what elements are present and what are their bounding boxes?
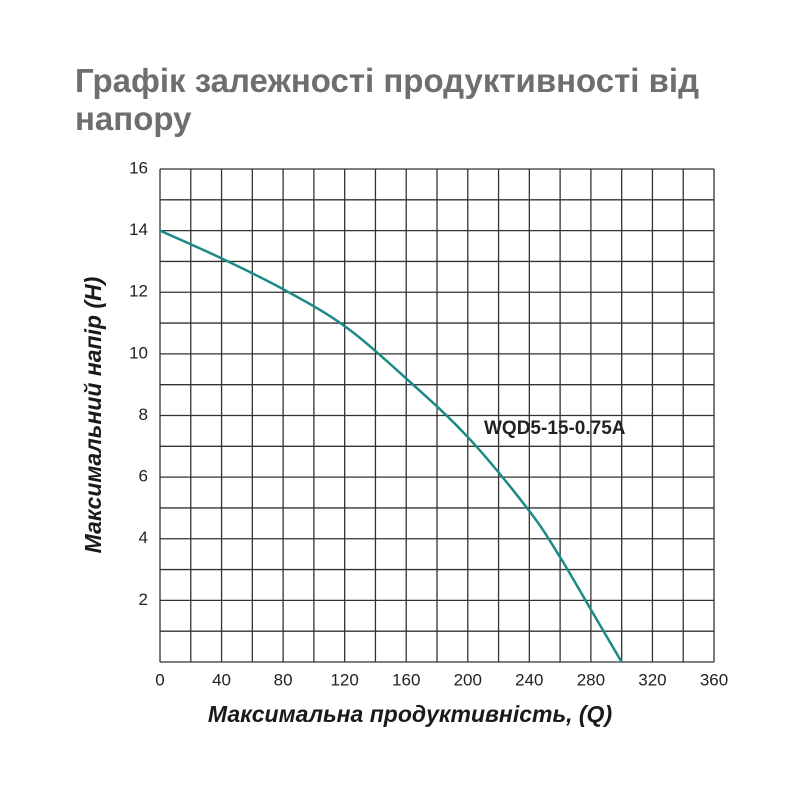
- y-tick-label: 12: [129, 282, 148, 301]
- x-tick-label: 240: [515, 670, 543, 689]
- data-line: [159, 229, 623, 663]
- x-tick-label: 160: [392, 670, 420, 689]
- x-tick-label: 280: [577, 670, 605, 689]
- x-axis-label: Максимальна продуктивність, (Q): [208, 701, 612, 727]
- series-label: WQD5-15-0.75A: [484, 418, 626, 439]
- y-tick-label: 8: [139, 405, 148, 424]
- y-axis-label: Максимальний напір (H): [80, 277, 106, 554]
- y-tick-label: 14: [129, 220, 148, 239]
- y-tick-label: 6: [139, 467, 148, 486]
- x-tick-label: 320: [638, 670, 666, 689]
- x-tick-label: 40: [212, 670, 231, 689]
- y-tick-label: 2: [139, 590, 148, 609]
- x-tick-label: 200: [454, 670, 482, 689]
- x-tick-label: 80: [274, 670, 293, 689]
- chart-title: Графік залежності продуктивності від нап…: [75, 62, 700, 137]
- x-tick-label: 360: [700, 670, 728, 689]
- x-tick-label: 0: [155, 670, 164, 689]
- y-tick-label: 16: [129, 158, 148, 177]
- x-tick-label: 120: [330, 670, 358, 689]
- y-tick-label: 4: [139, 528, 148, 547]
- y-tick-label: 10: [129, 343, 148, 362]
